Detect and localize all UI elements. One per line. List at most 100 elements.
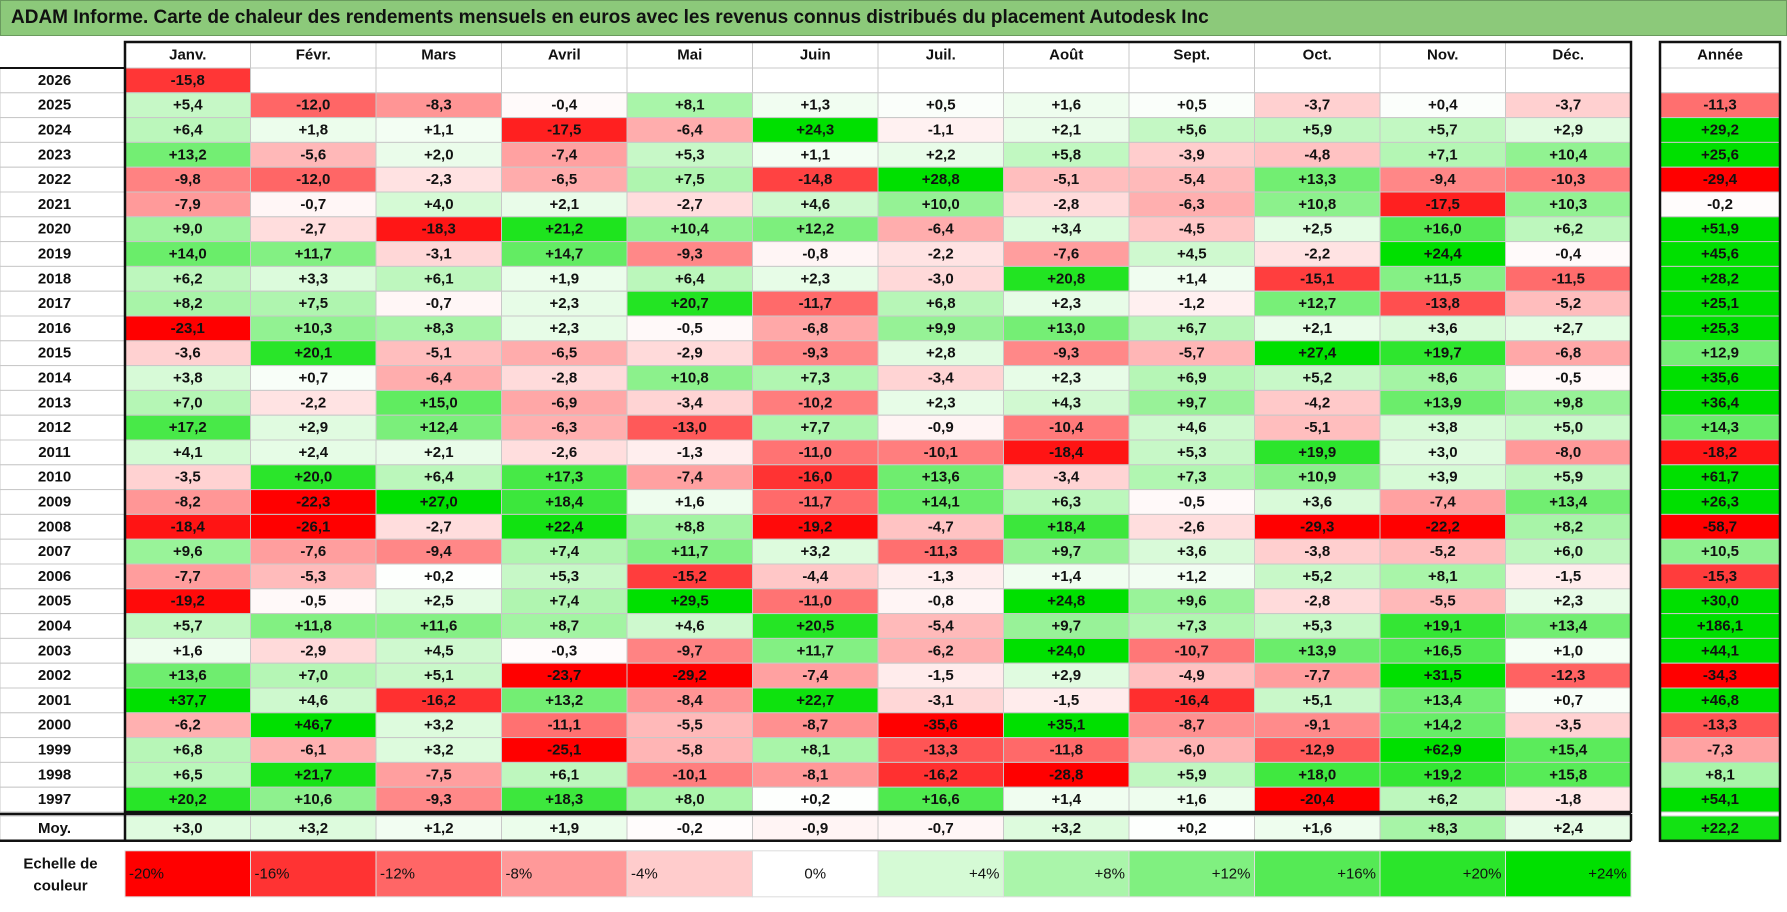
- heatmap-cell: [501, 191, 628, 218]
- heatmap-cell: [250, 340, 377, 367]
- heatmap-cell: [124, 737, 251, 763]
- cell-value: +2,3: [549, 320, 579, 337]
- cell-value: -7,7: [1304, 667, 1330, 684]
- cell-value: -15,1: [1300, 270, 1334, 287]
- annual-header: Année: [1697, 47, 1743, 64]
- cell-value: -7,7: [175, 568, 201, 585]
- heatmap-cell: [375, 737, 502, 763]
- heatmap-cell: [1505, 613, 1632, 639]
- heatmap-cell: [501, 141, 628, 168]
- cell-value: +7,5: [675, 171, 705, 188]
- average-cell: [752, 815, 879, 842]
- cell-value: +1,6: [675, 494, 705, 511]
- cell-value: +14,0: [169, 246, 207, 263]
- heatmap-cell: [1003, 662, 1130, 689]
- cell-value: +5,9: [1177, 766, 1207, 783]
- scale-label: Echelle de: [23, 855, 97, 872]
- heatmap-cell: [1254, 761, 1381, 788]
- cell-value: +11,6: [420, 618, 457, 635]
- heatmap-cell: [626, 439, 753, 466]
- cell-value: -0,5: [300, 593, 326, 610]
- heatmap-cell: [752, 290, 879, 317]
- annual-value: -58,7: [1703, 518, 1737, 535]
- cell-value: -16,0: [798, 469, 832, 486]
- cell-value: -2,6: [551, 444, 577, 461]
- annual-cell: [1659, 166, 1781, 193]
- cell-value: -12,9: [1300, 742, 1334, 759]
- cell-value: -10,7: [1175, 642, 1209, 659]
- cell-value: -14,8: [798, 171, 832, 188]
- heatmap-cell: [1379, 166, 1506, 193]
- cell-value: +7,7: [800, 419, 830, 436]
- heatmap-cell: [124, 67, 251, 94]
- heatmap-cell: [752, 761, 879, 788]
- cell-value: +5,6: [1177, 122, 1207, 139]
- cell-value: +0,5: [926, 97, 956, 114]
- row-label: 2013: [38, 394, 71, 411]
- heatmap-cell: [1379, 637, 1506, 664]
- heatmap-cell: [1379, 464, 1506, 491]
- cell-value: +15,8: [1549, 766, 1587, 783]
- cell-value: -13,8: [1426, 295, 1460, 312]
- heatmap-cell: [1128, 67, 1255, 94]
- cell-value: +3,3: [298, 270, 328, 287]
- cell-value: +1,4: [1051, 568, 1081, 585]
- cell-value: -6,5: [551, 171, 577, 188]
- scale-swatch: [124, 850, 251, 898]
- heatmap-cell: [250, 662, 377, 689]
- cell-value: -23,7: [547, 667, 581, 684]
- cell-value: -9,3: [426, 791, 452, 808]
- heatmap-cell: [1003, 613, 1130, 639]
- cell-value: +17,3: [545, 469, 583, 486]
- cell-value: +3,9: [1428, 469, 1458, 486]
- heatmap-cell: [626, 489, 753, 515]
- annual-cell: [1659, 786, 1781, 813]
- cell-value: -28,8: [1049, 766, 1083, 783]
- cell-value: -18,3: [422, 221, 456, 238]
- heatmap-cell: [501, 439, 628, 466]
- heatmap-cell: [1379, 290, 1506, 317]
- cell-value: +9,6: [1177, 593, 1207, 610]
- average-value: +3,2: [298, 820, 328, 837]
- heatmap-cell: [124, 563, 251, 590]
- cell-value: -2,6: [1179, 518, 1205, 535]
- cell-value: +2,3: [549, 295, 579, 312]
- annual-cell: [1659, 265, 1781, 292]
- heatmap-cell: [877, 637, 1004, 664]
- cell-value: +10,0: [922, 196, 960, 213]
- heatmap-cell: [1505, 191, 1632, 218]
- heatmap-cell: [250, 464, 377, 491]
- heatmap-cell: [877, 365, 1004, 391]
- heatmap-cell: [752, 365, 879, 391]
- heatmap-cell: [375, 637, 502, 664]
- heatmap-cell: [877, 538, 1004, 565]
- cell-value: +1,4: [1051, 791, 1081, 808]
- column-header-cell: [1379, 41, 1506, 69]
- column-header: Oct.: [1303, 47, 1332, 64]
- heatmap-cell: [250, 92, 377, 119]
- row-label-cell: [0, 340, 126, 367]
- cell-value: -0,7: [300, 196, 326, 213]
- cell-value: -5,4: [928, 618, 955, 635]
- cell-value: -5,5: [677, 717, 703, 734]
- heatmap-cell: [1379, 315, 1506, 342]
- cell-value: -5,2: [1555, 295, 1581, 312]
- heatmap-cell: [1505, 737, 1632, 763]
- annual-value: -13,3: [1703, 717, 1737, 734]
- cell-value: +8,1: [675, 97, 705, 114]
- cell-value: +3,8: [1428, 419, 1458, 436]
- heatmap-cell: [124, 290, 251, 317]
- heatmap-cell: [752, 439, 879, 466]
- cell-value: +8,1: [1428, 568, 1458, 585]
- cell-value: +8,6: [1428, 370, 1458, 387]
- cell-value: +31,5: [1424, 667, 1462, 684]
- heatmap-cell: [877, 613, 1004, 639]
- cell-value: -4,7: [928, 518, 954, 535]
- average-value: +8,3: [1428, 820, 1458, 837]
- annual-frame: [1658, 40, 1782, 843]
- heatmap-cell: [1379, 67, 1506, 94]
- cell-value: -16,2: [924, 766, 958, 783]
- cell-value: +2,9: [298, 419, 328, 436]
- cell-value: +2,9: [1553, 122, 1583, 139]
- cell-value: +5,9: [1302, 122, 1332, 139]
